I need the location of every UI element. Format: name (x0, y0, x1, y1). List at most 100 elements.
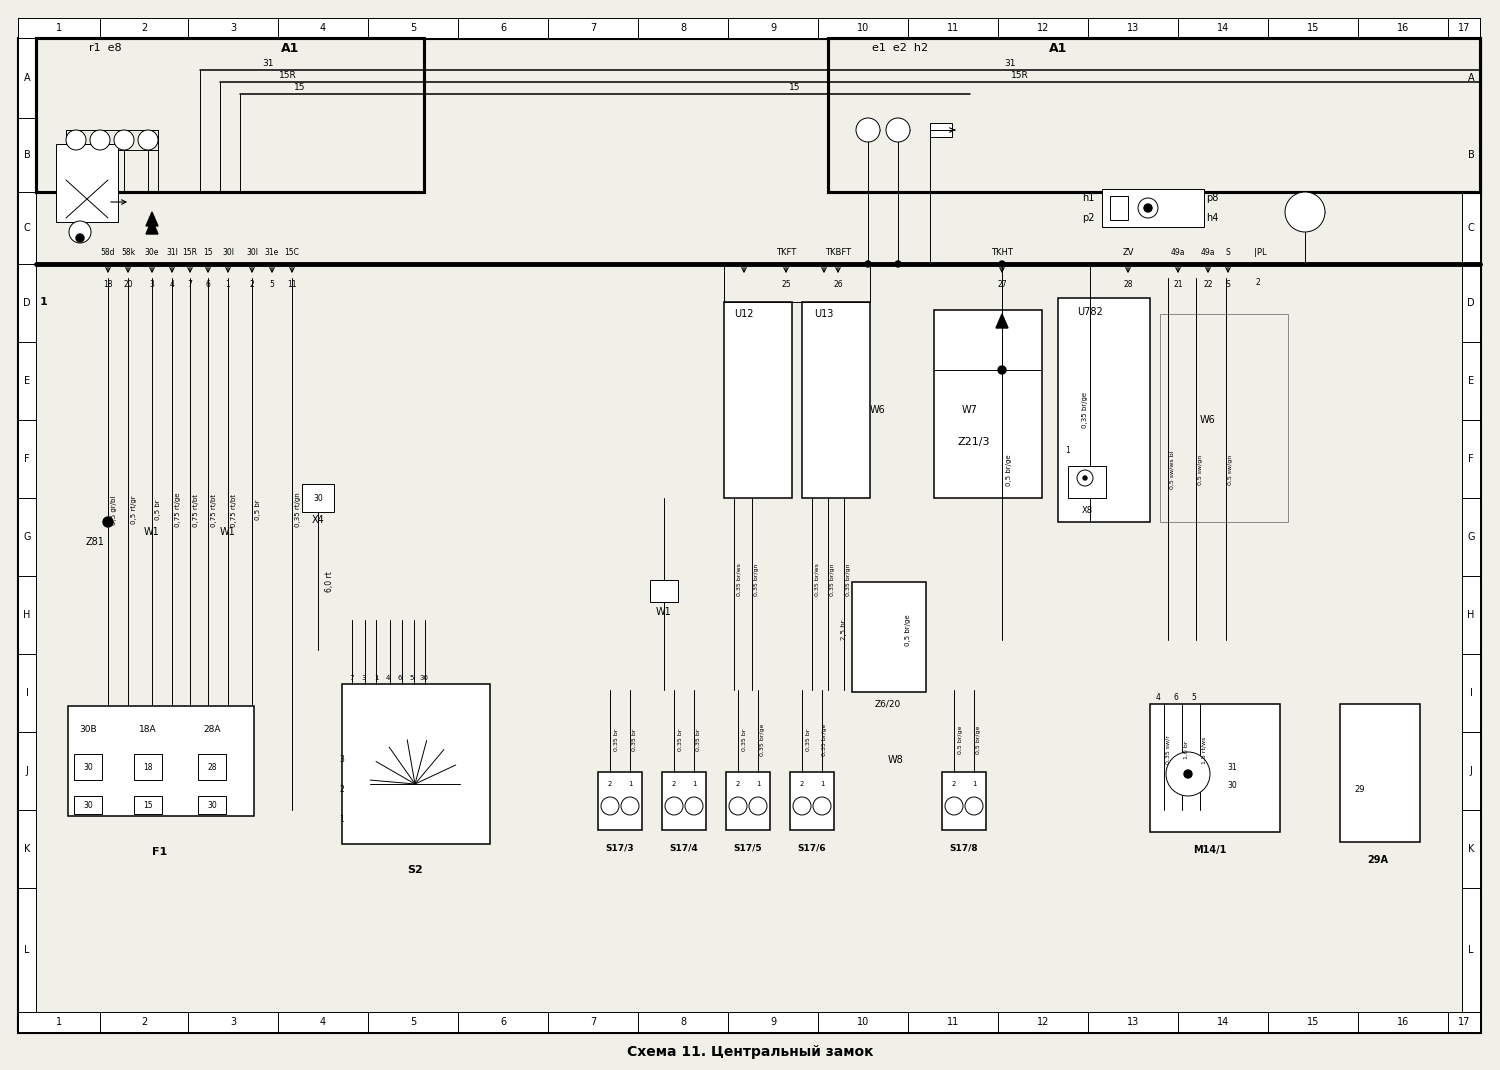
Text: 5: 5 (410, 22, 416, 33)
Circle shape (114, 129, 134, 150)
Circle shape (964, 797, 982, 815)
Text: 0,35 br: 0,35 br (742, 729, 747, 751)
Text: U782: U782 (1077, 307, 1102, 317)
Text: 17: 17 (1458, 1016, 1470, 1027)
Text: E: E (24, 376, 30, 386)
Text: 0,5 br/ge: 0,5 br/ge (904, 614, 910, 646)
Bar (1068, 467, 1106, 498)
Text: 10: 10 (856, 22, 868, 33)
Text: A1: A1 (280, 42, 298, 55)
Text: 0,75 rt/bt: 0,75 rt/bt (211, 493, 217, 526)
Text: 0,5 gr/bl: 0,5 gr/bl (111, 495, 117, 524)
Bar (1160, 314, 1288, 522)
Text: 3: 3 (150, 279, 154, 289)
Text: 12: 12 (1036, 1016, 1048, 1027)
Text: 7: 7 (188, 279, 192, 289)
Circle shape (856, 118, 880, 142)
Text: 0,35 br: 0,35 br (632, 729, 638, 751)
Circle shape (865, 261, 871, 268)
Text: 5: 5 (1191, 693, 1197, 703)
Text: 0,35 rt/gn: 0,35 rt/gn (296, 492, 302, 528)
Circle shape (794, 797, 812, 815)
Text: 3: 3 (339, 755, 345, 764)
Text: 6: 6 (500, 1016, 506, 1027)
Text: 28A: 28A (204, 725, 220, 734)
Text: 31e: 31e (266, 247, 279, 257)
Bar (18, 18, 1480, 39)
Text: S17/8: S17/8 (950, 843, 978, 853)
Polygon shape (146, 212, 158, 226)
Text: 3: 3 (362, 675, 366, 681)
Text: 31: 31 (1227, 764, 1238, 773)
Text: 2: 2 (800, 781, 804, 788)
Text: H: H (1467, 610, 1474, 620)
Text: 28: 28 (207, 763, 218, 771)
Bar (74, 754, 102, 780)
Bar (74, 796, 102, 814)
Text: S2: S2 (406, 865, 423, 875)
Bar (802, 302, 870, 498)
Bar (198, 754, 226, 780)
Text: I: I (26, 688, 28, 698)
Text: 11: 11 (288, 279, 297, 289)
Text: S17/5: S17/5 (734, 843, 762, 853)
Bar (68, 706, 254, 816)
Text: 10: 10 (856, 1016, 868, 1027)
Polygon shape (146, 220, 158, 234)
Text: 2: 2 (141, 22, 147, 33)
Text: 13: 13 (1126, 22, 1138, 33)
Bar (662, 771, 706, 830)
Text: 0,35 br/gn: 0,35 br/gn (846, 564, 850, 596)
Bar (302, 484, 334, 513)
Text: S: S (1226, 279, 1230, 289)
Text: 0,35 br/ge: 0,35 br/ge (760, 723, 765, 756)
Text: 49a: 49a (1200, 247, 1215, 257)
Circle shape (748, 797, 766, 815)
Text: 0,35 br/ge: 0,35 br/ge (1082, 392, 1088, 428)
Text: 15R: 15R (183, 247, 198, 257)
Bar (1102, 189, 1204, 227)
Polygon shape (996, 314, 1008, 328)
Text: Z21/3: Z21/3 (958, 437, 990, 447)
Text: 7: 7 (350, 675, 354, 681)
Text: B: B (1467, 150, 1474, 160)
Bar (18, 1012, 1480, 1031)
Text: I: I (1470, 688, 1473, 698)
Text: 2: 2 (1256, 277, 1260, 287)
Bar (1462, 39, 1480, 1012)
Text: 6: 6 (1173, 693, 1179, 703)
Text: 2: 2 (339, 785, 345, 795)
Text: 4: 4 (320, 22, 326, 33)
Text: 15R: 15R (279, 71, 297, 79)
Text: 14: 14 (1216, 22, 1228, 33)
Circle shape (896, 261, 902, 268)
Text: 15: 15 (142, 800, 153, 810)
Bar (198, 796, 226, 814)
Text: U12: U12 (735, 309, 754, 319)
Text: 30: 30 (82, 800, 93, 810)
Bar (134, 796, 162, 814)
Text: 8: 8 (680, 22, 686, 33)
Text: 0,5 rt/gr: 0,5 rt/gr (130, 495, 136, 524)
Text: W8: W8 (888, 755, 904, 765)
Bar (1340, 704, 1420, 842)
Bar (1058, 299, 1150, 522)
Text: M14/1: M14/1 (1194, 845, 1227, 855)
Text: 0,75 rt/ge: 0,75 rt/ge (176, 493, 181, 528)
Bar (134, 754, 162, 780)
Text: Схема 11. Центральный замок: Схема 11. Центральный замок (627, 1045, 873, 1059)
Text: 0,5 br: 0,5 br (255, 500, 261, 520)
Text: 29A: 29A (1368, 855, 1389, 865)
Circle shape (886, 118, 910, 142)
Text: 31: 31 (262, 59, 274, 67)
Text: 30: 30 (82, 763, 93, 771)
Bar (934, 310, 1042, 498)
Text: 29: 29 (1354, 785, 1365, 795)
Circle shape (602, 797, 619, 815)
Text: L: L (1468, 945, 1473, 956)
Text: 49a: 49a (1170, 247, 1185, 257)
Text: 2: 2 (249, 279, 255, 289)
Circle shape (1077, 470, 1094, 486)
Text: 0,5 br: 0,5 br (154, 500, 160, 520)
Text: W7: W7 (962, 406, 978, 415)
